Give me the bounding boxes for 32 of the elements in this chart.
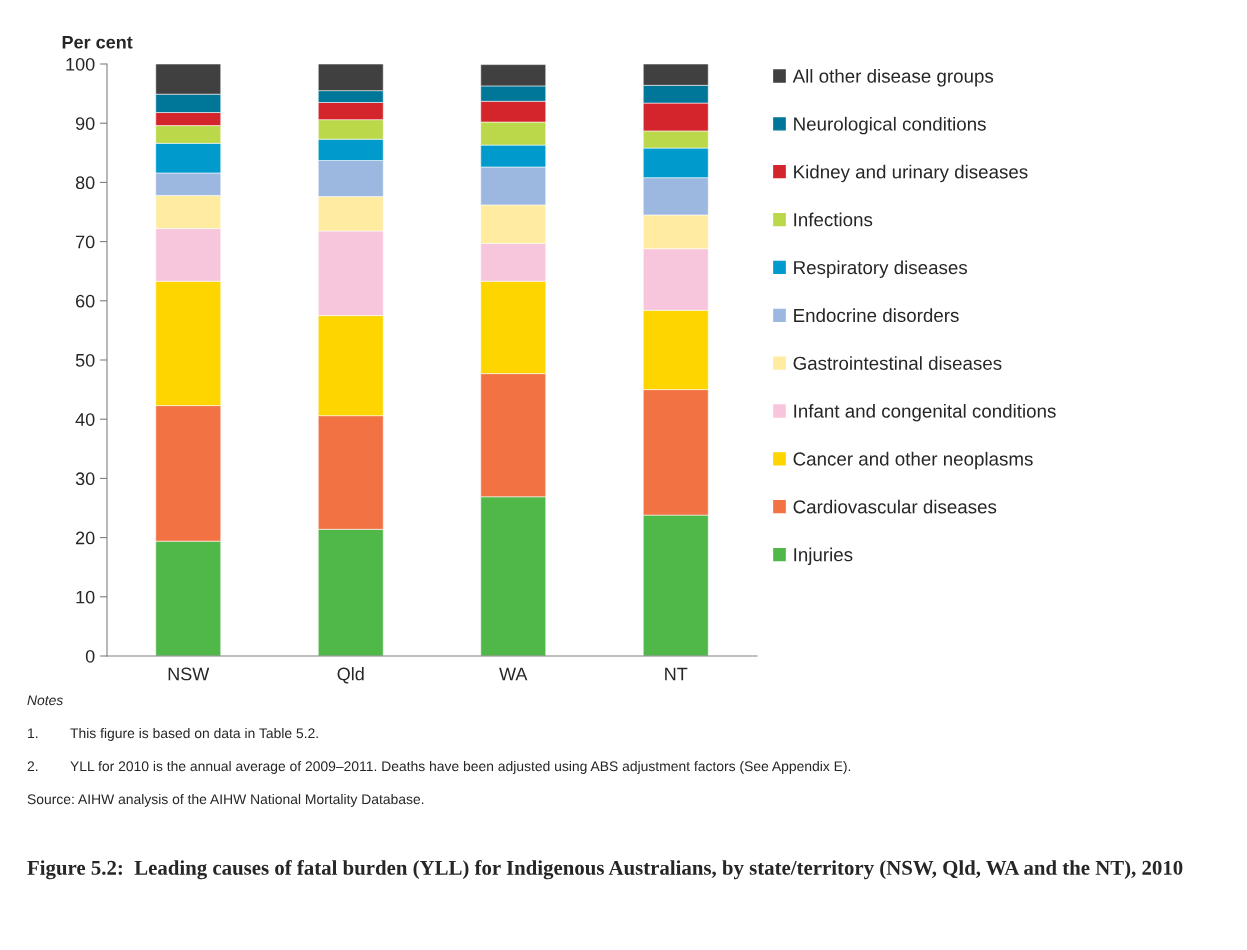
text: 2. YLL for 2010 is the annual average of 2009–2011. Deaths have been adjusted using ABS adjustment factors (See Appendix E). (27, 760, 851, 774)
legend-label: Cancer and other neoplasms (793, 451, 1033, 470)
x-tick-label: NT (665, 667, 688, 681)
y-tick-label: 30 (75, 472, 95, 486)
legend-label: Infections (794, 212, 873, 227)
y-axis-title: Per cent (62, 35, 133, 49)
x-tick-label: WA (499, 667, 528, 681)
legend-label: Endocrine disorders (794, 308, 959, 323)
legend-label: Gastrointestinal diseases (793, 356, 1002, 370)
legend-label: Cardiovascular diseases (793, 499, 997, 514)
x-tick-label: NSW (168, 667, 210, 681)
y-tick-label: 100 (66, 57, 95, 71)
y-tick-label: 50 (75, 353, 95, 367)
text: 1. This figure is based on data in Table 5.2. (28, 727, 318, 741)
y-tick-label: 10 (76, 590, 95, 604)
y-tick-label: 60 (76, 294, 95, 308)
y-tick-label: 70 (76, 235, 95, 249)
source-note: Source: AIHW analysis of the AIHW National Mortality Database. (27, 793, 424, 807)
y-tick-label: 80 (75, 176, 95, 190)
text: Notes (27, 695, 63, 706)
legend-label: All other disease groups (792, 69, 994, 87)
legend-label: Respiratory diseases (794, 260, 968, 278)
y-tick-label: 40 (75, 413, 95, 426)
x-tick-label: Qld (337, 667, 364, 684)
legend-label: Kidney and urinary diseases (794, 164, 1028, 183)
legend-label: Infant and congenital conditions (794, 404, 1056, 422)
y-tick-label: 20 (76, 531, 95, 545)
y-tick-label: 0 (85, 649, 95, 663)
legend-label: Neurological conditions (794, 116, 986, 135)
y-tick-label: 90 (75, 117, 95, 130)
text: Figure 5.2: Leading causes of fatal burden (YLL) for Indigenous Australians, by state/territory (NSW, Qld, WA and the NT), 2010 (27, 860, 1183, 880)
legend-label: Injuries (794, 547, 853, 566)
